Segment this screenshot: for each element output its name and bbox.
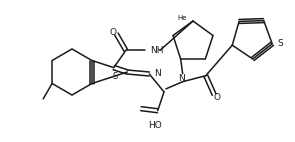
Text: O: O bbox=[110, 28, 117, 36]
Text: S: S bbox=[112, 72, 117, 81]
Text: He: He bbox=[178, 15, 187, 21]
Text: O: O bbox=[214, 93, 221, 102]
Text: HO: HO bbox=[148, 121, 162, 130]
Text: S: S bbox=[277, 39, 283, 48]
Text: NH: NH bbox=[150, 46, 163, 55]
Text: N: N bbox=[154, 68, 161, 78]
Text: N: N bbox=[178, 74, 185, 83]
